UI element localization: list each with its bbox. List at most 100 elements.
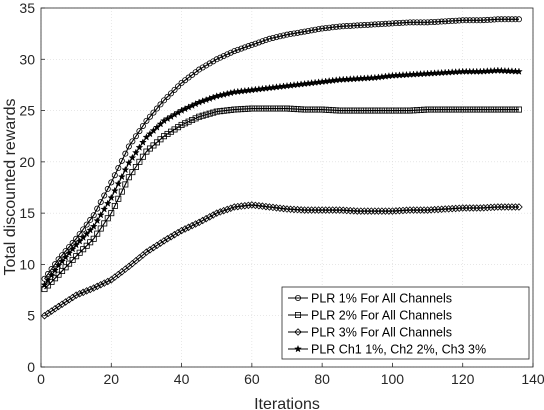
data-point-marker xyxy=(477,106,484,113)
legend: PLR 1% For All Channels PLR 2% For All Ch… xyxy=(281,286,530,360)
data-point-marker xyxy=(72,240,81,249)
data-point-marker xyxy=(276,105,283,112)
data-point-marker xyxy=(178,121,185,128)
data-point-marker xyxy=(427,206,435,214)
data-point-marker xyxy=(157,136,164,143)
legend-label: PLR 1% For All Channels xyxy=(311,292,452,306)
data-point-marker xyxy=(217,108,224,115)
data-point-marker xyxy=(216,208,224,216)
data-point-marker xyxy=(248,41,255,48)
data-point-marker xyxy=(255,39,262,46)
data-point-marker xyxy=(357,207,365,215)
data-point-marker xyxy=(153,139,160,146)
data-point-marker xyxy=(442,18,449,25)
data-point-marker xyxy=(280,105,287,112)
data-point-marker xyxy=(86,226,95,234)
data-point-marker xyxy=(139,122,146,129)
data-point-marker xyxy=(459,17,466,24)
data-point-marker xyxy=(245,43,252,50)
y-tick-labels: 0 5 10 15 20 25 30 35 xyxy=(19,0,35,375)
data-point-marker xyxy=(76,231,83,238)
data-point-marker xyxy=(230,203,239,211)
data-point-marker xyxy=(61,253,70,261)
data-point-marker xyxy=(322,106,329,113)
data-point-marker xyxy=(515,67,523,75)
data-point-marker xyxy=(340,107,347,114)
data-point-marker xyxy=(385,20,392,27)
data-point-marker xyxy=(66,260,73,267)
data-point-marker xyxy=(294,106,301,113)
data-point-marker xyxy=(347,107,354,114)
y-tick-label: 25 xyxy=(19,103,35,119)
data-point-marker xyxy=(75,237,84,245)
data-point-marker xyxy=(459,106,466,113)
data-point-marker xyxy=(301,106,308,113)
data-point-marker xyxy=(307,206,316,214)
data-point-marker xyxy=(332,206,340,214)
data-point-marker xyxy=(62,264,69,271)
data-point-marker xyxy=(220,107,227,114)
data-point-marker xyxy=(368,21,375,28)
data-point-marker xyxy=(378,107,385,114)
data-point-marker xyxy=(262,37,269,44)
data-point-marker xyxy=(375,107,382,114)
data-point-marker xyxy=(473,17,480,24)
data-point-marker xyxy=(101,192,108,199)
data-point-marker xyxy=(241,105,248,112)
data-point-marker xyxy=(399,19,406,26)
data-point-marker xyxy=(392,20,399,27)
data-point-marker xyxy=(441,205,449,213)
data-point-marker xyxy=(82,287,91,295)
data-point-marker xyxy=(305,106,312,113)
data-point-marker xyxy=(51,305,59,313)
data-point-marker xyxy=(505,16,512,23)
data-point-marker xyxy=(234,106,241,113)
data-point-marker xyxy=(361,22,368,29)
data-point-marker xyxy=(452,17,459,24)
data-point-marker xyxy=(255,105,262,112)
data-point-marker xyxy=(69,256,76,263)
data-point-marker xyxy=(110,186,119,195)
data-point-marker xyxy=(424,19,431,26)
data-point-marker xyxy=(219,206,228,215)
data-point-marker xyxy=(203,62,210,69)
y-tick-label: 5 xyxy=(27,308,35,324)
data-point-marker xyxy=(51,266,59,274)
data-point-marker xyxy=(368,107,375,114)
data-point-marker xyxy=(417,19,424,26)
data-point-marker xyxy=(83,242,90,249)
data-point-marker xyxy=(252,105,259,112)
data-point-marker xyxy=(403,107,410,114)
data-point-marker xyxy=(220,53,227,60)
data-point-marker xyxy=(465,204,474,212)
data-point-marker xyxy=(128,153,137,162)
data-point-marker xyxy=(308,106,315,113)
axes xyxy=(40,7,534,368)
data-point-marker xyxy=(269,105,276,112)
data-point-marker xyxy=(97,225,104,232)
data-point-marker xyxy=(360,207,369,215)
data-point-marker xyxy=(160,97,167,104)
data-point-marker xyxy=(52,275,59,282)
legend-box xyxy=(281,286,530,360)
data-point-marker xyxy=(47,307,56,315)
data-point-marker xyxy=(108,179,115,186)
data-point-marker xyxy=(167,232,175,241)
x-tick-label: 80 xyxy=(314,371,330,387)
data-point-marker xyxy=(470,106,477,113)
data-point-marker xyxy=(480,204,488,212)
data-point-marker xyxy=(406,206,414,214)
data-point-marker xyxy=(198,216,207,225)
data-point-marker xyxy=(291,105,298,112)
y-tick-label: 10 xyxy=(19,256,35,272)
data-point-marker xyxy=(122,150,129,157)
data-point-marker xyxy=(508,106,515,113)
data-point-marker xyxy=(146,113,153,120)
data-point-marker xyxy=(428,19,435,26)
data-point-marker xyxy=(512,106,519,113)
legend-marker xyxy=(294,294,301,301)
data-point-marker xyxy=(480,17,487,24)
data-point-marker xyxy=(484,16,491,23)
data-point-marker xyxy=(111,172,118,179)
